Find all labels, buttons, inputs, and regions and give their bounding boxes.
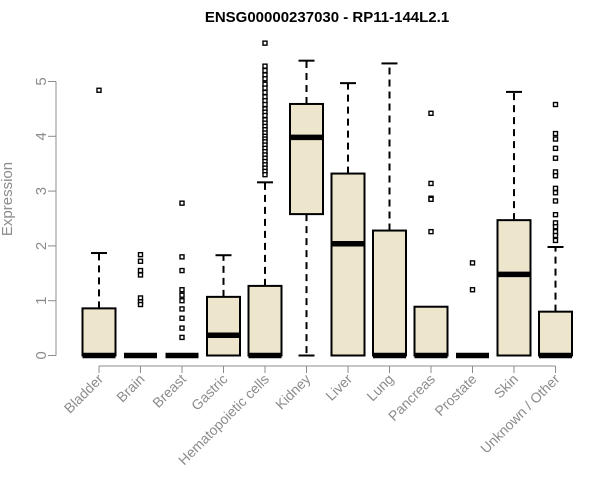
outlier-point — [262, 89, 268, 96]
y-tick-label: 3 — [33, 187, 50, 195]
y-tick-label: 1 — [33, 297, 50, 305]
outlier-point — [262, 63, 268, 69]
outlier-point — [179, 287, 185, 293]
x-tick-label: Prostate — [431, 371, 479, 419]
x-tick-label: Lung — [363, 371, 396, 404]
outlier-point — [262, 101, 268, 108]
box-iqr — [372, 229, 407, 357]
box-12 — [538, 101, 573, 359]
outlier-point — [262, 67, 268, 74]
outlier-point — [96, 87, 102, 93]
outlier-point — [552, 185, 559, 192]
outlier-point — [262, 85, 268, 91]
outlier-point — [552, 224, 559, 230]
x-tick-label: Breast — [149, 371, 189, 411]
outlier-point — [179, 315, 185, 321]
box-7 — [330, 82, 366, 357]
box-1 — [81, 87, 117, 359]
outlier-point — [179, 200, 185, 206]
outlier-point — [179, 292, 185, 298]
chart-title: ENSG00000237030 - RP11-144L2.1 — [205, 9, 449, 26]
y-axis-label: Expression — [0, 162, 16, 236]
box-iqr — [206, 295, 241, 357]
outlier-point — [552, 136, 559, 142]
box-iqr — [538, 310, 573, 357]
box-9 — [413, 110, 449, 359]
x-tick-label: Liver — [322, 371, 355, 404]
outlier-point — [552, 190, 559, 196]
outlier-point — [262, 112, 268, 119]
box-11 — [496, 90, 532, 357]
outlier-point — [552, 130, 559, 137]
outlier-point — [428, 110, 434, 116]
outlier-point — [179, 254, 185, 260]
outlier-point — [262, 40, 268, 46]
box-5 — [247, 40, 283, 359]
outlier-point — [428, 196, 434, 203]
outlier-point — [137, 272, 144, 278]
box-iqr — [413, 305, 449, 357]
x-tick-label: Bladder — [61, 371, 107, 417]
y-tick-label: 5 — [33, 77, 50, 85]
outlier-point — [179, 267, 185, 274]
outlier-point — [552, 173, 559, 179]
outlier-point — [262, 76, 268, 82]
outlier-point — [552, 145, 559, 152]
box-6 — [289, 59, 324, 357]
x-tick-label: Skin — [491, 371, 522, 402]
outlier-point — [179, 298, 185, 304]
outlier-point — [137, 251, 144, 258]
x-tick-label: Kidney — [272, 371, 314, 413]
box-iqr — [496, 219, 532, 357]
y-tick-label: 4 — [33, 132, 50, 140]
y-tick-label: 0 — [33, 351, 50, 359]
outlier-point — [179, 306, 185, 312]
outlier-point — [469, 260, 476, 266]
outlier-point — [179, 325, 185, 331]
outlier-point — [552, 155, 559, 161]
x-tick-label: Unknown / Other — [477, 371, 563, 457]
outlier-point — [552, 211, 559, 218]
box-3 — [165, 200, 199, 359]
boxes-group — [81, 40, 573, 359]
outlier-point — [179, 334, 185, 341]
outlier-point — [428, 228, 434, 235]
box-10 — [456, 260, 489, 359]
box-iqr — [289, 102, 324, 216]
box-iqr — [247, 284, 283, 357]
outlier-point — [137, 267, 144, 274]
outlier-point — [137, 301, 144, 308]
outlier-point — [552, 232, 559, 239]
x-tick-label: Brain — [113, 371, 147, 405]
outlier-point — [428, 180, 434, 187]
y-axis: 0 1 2 3 4 5 — [33, 77, 57, 360]
box-8 — [372, 62, 407, 359]
y-tick-label: 2 — [33, 242, 50, 250]
outlier-point — [137, 258, 144, 264]
box-4 — [206, 254, 241, 357]
box-iqr — [330, 172, 366, 357]
box-2 — [124, 251, 157, 359]
box-iqr — [81, 307, 117, 357]
outlier-point — [552, 198, 559, 204]
outlier-point — [552, 101, 559, 108]
outlier-point — [469, 287, 476, 293]
outlier-point — [552, 237, 559, 244]
outlier-point — [262, 171, 268, 178]
